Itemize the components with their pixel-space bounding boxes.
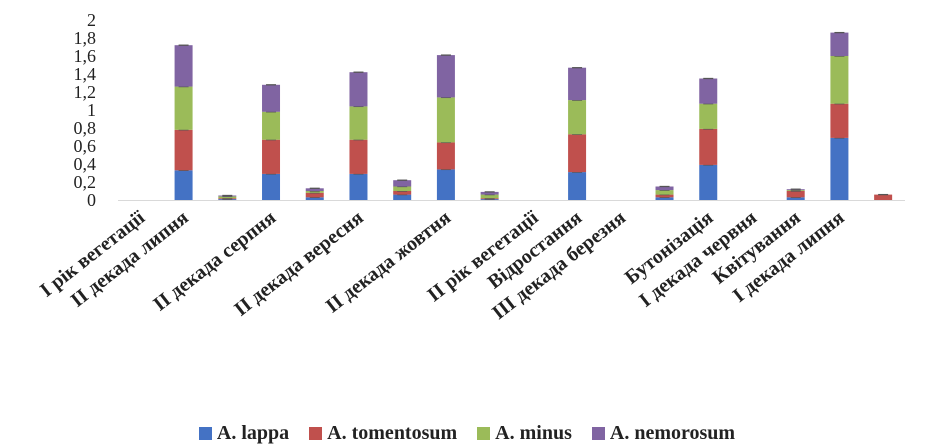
bar-segment: [262, 173, 281, 200]
bar-segment: [174, 45, 193, 87]
y-tick-label: 0,6: [74, 136, 97, 156]
bar-segment: [349, 106, 368, 140]
bar-segment: [830, 56, 849, 104]
bar-segment: [349, 139, 368, 174]
legend-item: A. tomentosum: [309, 422, 457, 445]
bar-segment: [262, 84, 281, 112]
y-tick-label: 1,2: [74, 82, 97, 102]
bar-segment: [830, 137, 849, 200]
bar-segment: [436, 142, 455, 170]
y-tick-label: 0: [87, 190, 96, 210]
bar-segment: [262, 139, 281, 174]
bar-segment: [786, 191, 805, 198]
legend-item: A. lappa: [198, 422, 290, 445]
bar-segment: [305, 191, 324, 193]
bar-segment: [699, 164, 718, 200]
legend-label: A. minus: [495, 422, 572, 444]
y-tick-label: 0,2: [74, 172, 97, 192]
bar-segment: [393, 191, 412, 195]
legend-item: A. nemorosum: [591, 422, 736, 445]
bar-segment: [436, 55, 455, 98]
bar-segment: [480, 194, 499, 199]
bar-segment: [699, 78, 718, 104]
bar-segment: [174, 170, 193, 200]
bar-segment: [436, 169, 455, 200]
bar-segment: [568, 134, 587, 173]
bar-segment: [699, 128, 718, 165]
bar-segment: [349, 72, 368, 107]
y-tick-label: 0,4: [74, 154, 97, 174]
bar-segment: [349, 173, 368, 200]
y-tick-label: 0,8: [74, 118, 97, 138]
bar-segment: [480, 191, 499, 195]
legend-label: A. nemorosum: [609, 422, 736, 444]
bar-segment: [655, 197, 674, 200]
bar-segment: [655, 190, 674, 195]
legend-swatch: [309, 427, 323, 440]
bar-segment: [393, 194, 412, 200]
bar-segment: [786, 197, 805, 200]
legend-label: A. lappa: [216, 422, 290, 444]
bar-segment: [655, 194, 674, 198]
legend-label: A. tomentosum: [327, 422, 458, 444]
bar-segment: [436, 97, 455, 143]
stacked-bar-chart: 21,81,61,41,210,80,60,40,20I рік вегетац…: [36, 10, 905, 324]
bar-segment: [568, 67, 587, 101]
bar-segment: [830, 103, 849, 138]
y-tick-label: 1: [87, 100, 96, 120]
bar-segment: [655, 186, 674, 191]
legend-item: A. minus: [477, 422, 572, 445]
bar-segment: [699, 103, 718, 129]
bar-segment: [262, 111, 281, 140]
legend-swatch: [477, 427, 491, 440]
y-tick-label: 2: [87, 10, 96, 30]
bar-segment: [305, 197, 324, 200]
bar-segment: [174, 86, 193, 130]
y-tick-label: 1,8: [74, 28, 97, 48]
legend-swatch: [591, 427, 605, 440]
chart-legend: A. lappa A. tomentosum A. minus A. nemorosu…: [0, 422, 934, 445]
bar-segment: [305, 192, 324, 198]
y-tick-label: 1,6: [74, 46, 97, 66]
bar-segment: [874, 194, 893, 200]
legend-swatch: [198, 427, 212, 440]
bar-segment: [305, 188, 324, 191]
y-tick-label: 1,4: [74, 64, 97, 84]
bar-segment: [174, 129, 193, 171]
bar-segment: [218, 196, 237, 199]
bar-segment: [830, 32, 849, 56]
bar-segment: [393, 180, 412, 187]
bar-segment: [393, 186, 412, 191]
bar-segment: [568, 172, 587, 200]
bar-segment: [568, 100, 587, 135]
